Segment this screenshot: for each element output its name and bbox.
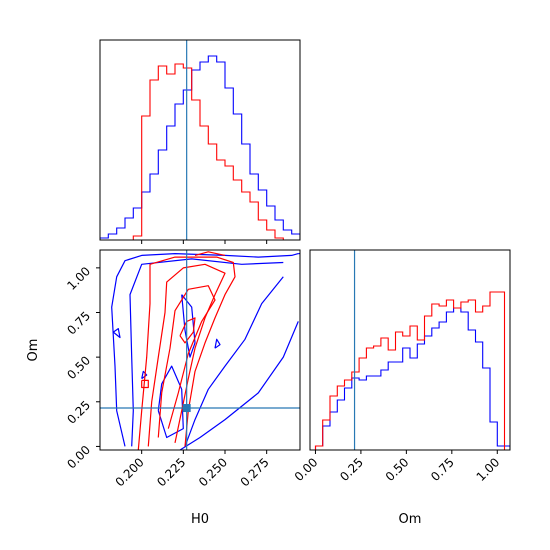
contour-ytick-label: 0.75 — [64, 309, 93, 338]
contour-ytick-label: 0.25 — [64, 398, 93, 427]
histogram-om-panel: 0.00 0.25 0.50 0.75 1.00 Om — [292, 249, 511, 527]
contour-line-red — [137, 256, 236, 450]
contour-line-blue — [184, 276, 284, 447]
om-hist-xtick-label: 0.75 — [428, 455, 457, 484]
contour-line-red — [157, 285, 216, 438]
contour-line-blue — [181, 294, 196, 358]
contour-line-blue — [157, 365, 184, 439]
contour-line-red — [179, 317, 196, 344]
om-hist-xtick-label: 0.00 — [292, 455, 321, 484]
om-hist-xtick-label: 1.00 — [474, 455, 503, 484]
truth-marker — [182, 404, 191, 413]
contour-line-red — [141, 379, 149, 389]
contour-frame — [99, 249, 301, 451]
contour-xtick-label: 0.275 — [238, 455, 272, 489]
x-axis-label-om: Om — [399, 512, 422, 527]
contour-xtick-label: 0.250 — [196, 455, 230, 489]
om-hist-series-red — [314, 291, 510, 450]
contour-line-blue — [112, 328, 121, 339]
contour-ytick-label: 0.50 — [64, 353, 93, 382]
histogram-h0-panel — [99, 39, 301, 244]
h0-hist-frame — [99, 39, 301, 241]
om-hist-frame — [309, 249, 511, 451]
contour-ytick-label: 1.00 — [64, 264, 93, 293]
om-hist-xtick-label: 0.25 — [337, 455, 366, 484]
h0-hist-series-blue — [100, 55, 300, 240]
contour-xtick-label: 0.200 — [113, 455, 147, 489]
contour-line-blue — [214, 338, 221, 349]
y-axis-label-om: Om — [26, 339, 41, 362]
contour-line-red — [194, 251, 226, 256]
x-axis-label-h0: H0 — [191, 512, 209, 527]
h0-hist-series-red — [100, 63, 300, 240]
contour-line-blue — [179, 321, 299, 450]
contour-ytick-label: 0.00 — [64, 443, 93, 472]
contour-line-blue — [111, 253, 299, 447]
contour-xtick-label: 0.225 — [154, 455, 188, 489]
contour-line-red — [147, 263, 226, 447]
contour-h0-om-panel: 0.200 0.225 0.250 0.275 0.00 0.25 0.50 0.75 1.00… — [26, 249, 301, 527]
contour-line-blue — [129, 258, 284, 447]
om-hist-series-blue — [314, 307, 510, 450]
om-hist-xtick-label: 0.50 — [383, 455, 412, 484]
